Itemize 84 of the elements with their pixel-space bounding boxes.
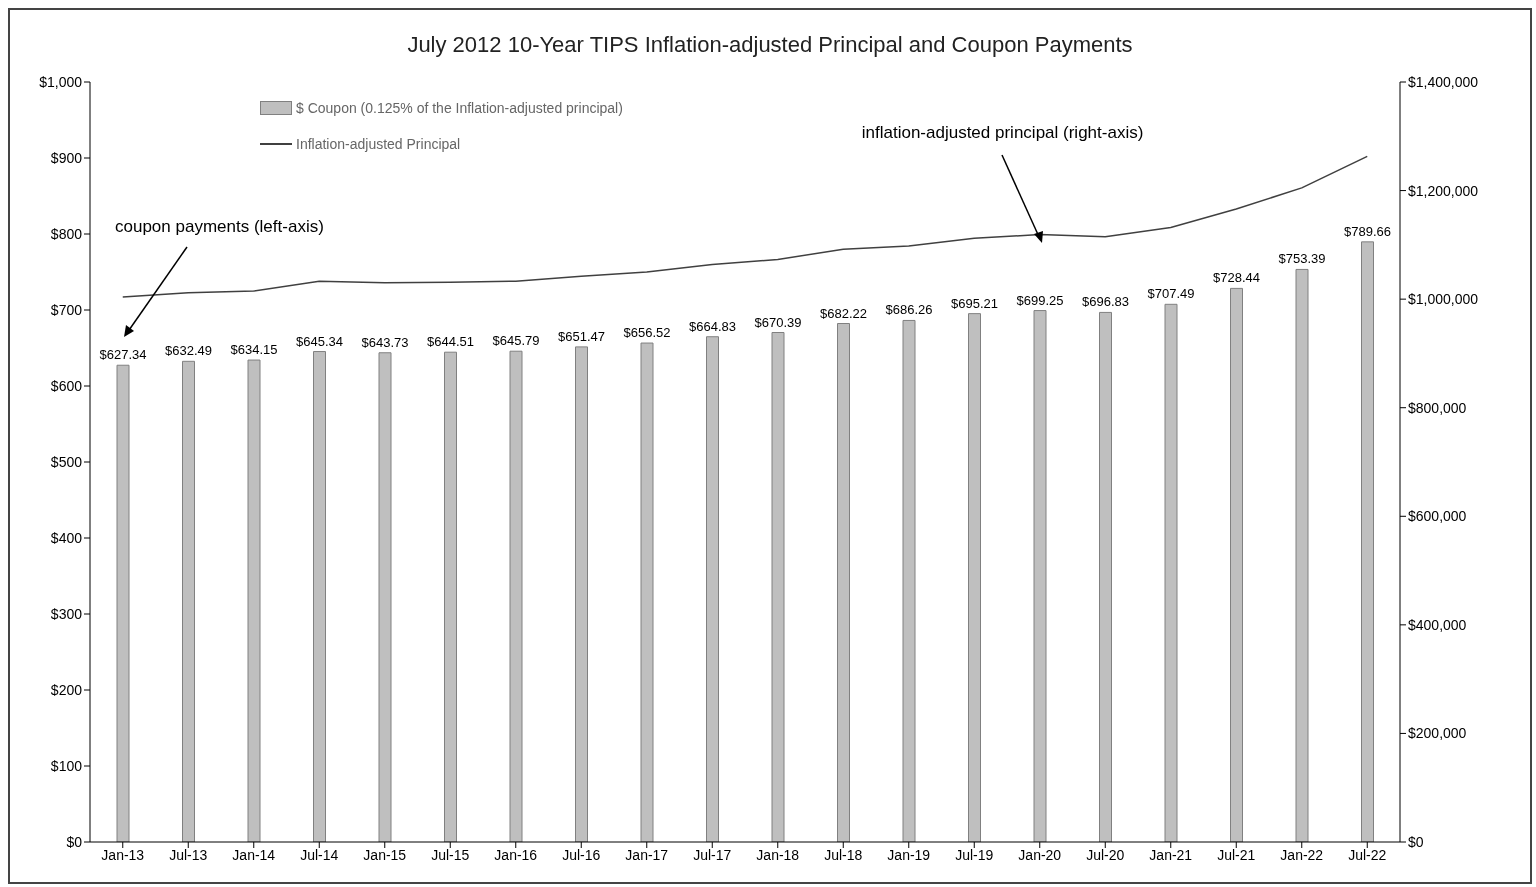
bar [1295, 268, 1309, 842]
x-tick-label: Jan-19 [887, 846, 931, 863]
data-label: $627.34 [99, 347, 147, 363]
bar [1099, 311, 1112, 842]
legend-label: $ Coupon (0.125% of the Inflation-adjusted principal) [296, 99, 623, 118]
x-tick-label: Jan-16 [494, 846, 538, 863]
data-label: $728.44 [1213, 270, 1260, 286]
bar [247, 359, 261, 842]
bar [902, 319, 916, 842]
data-label: $645.34 [296, 333, 343, 349]
y-tick-label: $200 [50, 681, 83, 698]
data-label: $632.49 [165, 343, 212, 359]
bar [1230, 287, 1243, 842]
x-tick-label: Jul-14 [300, 846, 339, 863]
bar [1033, 310, 1047, 842]
annotation: coupon payments (left-axis) [115, 217, 324, 238]
data-label: $686.26 [885, 302, 933, 318]
annotation: inflation-adjusted principal (right-axis) [861, 122, 1144, 143]
x-tick-label: Jul-17 [693, 846, 732, 863]
x-tick-label: Jan-15 [363, 846, 407, 863]
data-label: $695.21 [951, 295, 998, 311]
x-tick-label: Jan-14 [232, 846, 276, 863]
bar [1164, 303, 1178, 842]
x-tick-label: Jul-20 [1086, 846, 1125, 863]
y2-tick-label: $1,200,000 [1408, 182, 1479, 199]
y-tick-label: $300 [50, 605, 83, 622]
bar [771, 332, 785, 842]
x-tick-label: Jan-20 [1018, 846, 1062, 863]
legend-label: Inflation-adjusted Principal [296, 135, 461, 154]
y-tick-label: $700 [50, 301, 83, 318]
data-label: $645.79 [492, 333, 540, 349]
bar [968, 313, 981, 842]
y-tick-label: $0 [66, 833, 83, 850]
y-tick-label: $400 [50, 529, 83, 546]
y-tick-label: $1,000 [39, 73, 83, 90]
data-label: $707.49 [1147, 286, 1195, 302]
x-tick-label: Jan-22 [1280, 846, 1324, 863]
y2-tick-label: $1,000,000 [1408, 291, 1479, 308]
y-tick-label: $800 [50, 225, 83, 242]
bar [116, 364, 130, 842]
data-label: $651.47 [558, 328, 605, 344]
data-label: $664.83 [689, 318, 736, 334]
bar [640, 342, 654, 842]
y-tick-label: $900 [50, 149, 83, 166]
data-label: $643.73 [361, 334, 409, 350]
data-label: $670.39 [754, 314, 802, 330]
x-tick-label: Jan-18 [756, 846, 800, 863]
bar [444, 351, 457, 842]
data-label: $699.25 [1016, 292, 1064, 308]
x-tick-label: Jul-15 [431, 846, 470, 863]
data-label: $656.52 [623, 325, 671, 341]
bar [509, 350, 523, 842]
y2-tick-label: $1,400,000 [1408, 73, 1479, 90]
x-tick-label: Jul-16 [562, 846, 601, 863]
x-tick-label: Jan-17 [625, 846, 669, 863]
y2-tick-label: $200,000 [1408, 725, 1467, 742]
x-tick-label: Jul-19 [955, 846, 994, 863]
y2-tick-label: $400,000 [1408, 616, 1467, 633]
x-tick-label: Jul-22 [1348, 846, 1387, 863]
data-label: $789.66 [1344, 223, 1391, 239]
x-tick-label: Jan-13 [101, 846, 145, 863]
x-tick-label: Jul-13 [169, 846, 208, 863]
x-tick-label: Jan-21 [1149, 846, 1193, 863]
data-label: $753.39 [1278, 251, 1326, 267]
y-tick-label: $100 [50, 757, 83, 774]
y2-tick-label: $0 [1408, 833, 1424, 850]
data-label: $682.22 [820, 305, 867, 321]
y2-tick-label: $800,000 [1408, 399, 1467, 416]
data-label: $634.15 [230, 342, 278, 358]
x-tick-label: Jul-21 [1217, 846, 1256, 863]
bar [313, 351, 326, 842]
bar [837, 323, 850, 842]
bar [378, 352, 392, 842]
chart-title: July 2012 10-Year TIPS Inflation-adjusted Principal and Coupon Payments [406, 31, 1134, 59]
bar [182, 360, 195, 842]
y-tick-label: $600 [50, 377, 83, 394]
bar [1361, 241, 1374, 842]
data-label: $696.83 [1082, 294, 1129, 310]
x-tick-label: Jul-18 [824, 846, 863, 863]
bar [575, 346, 588, 842]
bar [706, 336, 719, 842]
data-label: $644.51 [427, 334, 474, 350]
y2-tick-label: $600,000 [1408, 508, 1467, 525]
y-tick-label: $500 [50, 453, 83, 470]
